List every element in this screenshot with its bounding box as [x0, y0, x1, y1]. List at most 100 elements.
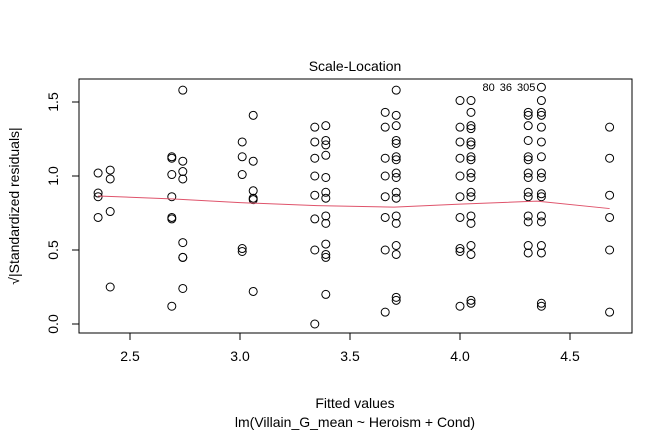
- data-point: [310, 319, 320, 329]
- x-tick-label: 4.5: [560, 348, 580, 364]
- data-point: [455, 301, 465, 311]
- data-point: [105, 207, 115, 217]
- data-point: [237, 244, 247, 254]
- data-point: [536, 110, 546, 120]
- data-point: [178, 238, 188, 248]
- data-point: [605, 122, 615, 132]
- data-point: [605, 190, 615, 200]
- data-point: [523, 152, 533, 162]
- data-point: [321, 211, 331, 221]
- data-point: [391, 292, 401, 302]
- data-point: [455, 212, 465, 222]
- data-point: [536, 122, 546, 132]
- data-point: [605, 153, 615, 163]
- data-point: [536, 96, 546, 106]
- data-point: [321, 150, 331, 160]
- data-point: [380, 212, 390, 222]
- data-point: [536, 248, 546, 258]
- data-point: [310, 122, 320, 132]
- data-point: [455, 246, 465, 256]
- data-point: [248, 186, 258, 196]
- data-point: [466, 172, 476, 182]
- data-point: [536, 172, 546, 182]
- y-tick-label: 0.0: [45, 314, 61, 334]
- data-point: [455, 96, 465, 106]
- data-point: [391, 249, 401, 259]
- y-axis-label: √|Standardized residuals|: [6, 127, 22, 284]
- data-point: [391, 85, 401, 95]
- y-tick-label: 1.0: [45, 166, 61, 186]
- data-point: [391, 138, 401, 148]
- data-point: [466, 121, 476, 131]
- data-point: [93, 188, 103, 198]
- data-point: [321, 172, 331, 182]
- data-point: [167, 153, 177, 163]
- data-point: [391, 218, 401, 228]
- data-point: [178, 167, 188, 177]
- x-tick-label: 3.0: [230, 348, 250, 364]
- data-point: [391, 110, 401, 120]
- x-axis-label: Fitted values: [315, 395, 394, 411]
- data-point: [310, 214, 320, 224]
- data-point: [93, 192, 103, 202]
- data-point: [391, 135, 401, 145]
- point-label: 80: [483, 82, 495, 94]
- data-point: [391, 193, 401, 203]
- data-point: [523, 187, 533, 197]
- data-point: [380, 153, 390, 163]
- data-point: [536, 168, 546, 178]
- data-point: [237, 170, 247, 180]
- data-point: [321, 193, 331, 203]
- data-point: [523, 241, 533, 251]
- data-point: [466, 218, 476, 228]
- data-point: [248, 110, 258, 120]
- data-point: [105, 165, 115, 175]
- data-point: [536, 217, 546, 227]
- data-point: [178, 252, 188, 262]
- x-tick-label: 2.5: [120, 348, 140, 364]
- data-point: [536, 189, 546, 199]
- data-point: [105, 282, 115, 292]
- data-point: [167, 192, 177, 202]
- model-formula-subtitle: lm(Villain_G_mean ~ Heroism + Cond): [235, 414, 475, 430]
- data-point: [105, 174, 115, 184]
- data-point: [321, 252, 331, 262]
- data-point: [380, 122, 390, 132]
- data-point: [321, 289, 331, 299]
- data-point: [605, 245, 615, 255]
- data-point: [466, 187, 476, 197]
- data-point: [237, 246, 247, 256]
- data-point: [321, 121, 331, 131]
- data-point: [455, 244, 465, 254]
- data-point: [178, 156, 188, 166]
- data-point: [310, 137, 320, 147]
- data-point: [523, 192, 533, 202]
- data-point: [167, 301, 177, 311]
- data-point: [391, 172, 401, 182]
- data-point: [380, 107, 390, 117]
- data-point: [167, 214, 177, 224]
- data-point: [466, 124, 476, 134]
- data-point: [167, 170, 177, 180]
- data-point: [391, 295, 401, 305]
- data-point: [466, 107, 476, 117]
- data-point: [536, 298, 546, 308]
- data-point: [455, 137, 465, 147]
- data-point: [466, 241, 476, 251]
- y-axis: 0.0 0.5 1.0 1.5: [45, 92, 80, 334]
- data-point: [536, 301, 546, 311]
- data-point: [391, 152, 401, 162]
- data-point: [310, 245, 320, 255]
- x-axis: 2.5 3.0 3.5 4.0 4.5: [120, 332, 580, 364]
- data-point: [523, 107, 533, 117]
- data-point: [178, 283, 188, 293]
- data-point: [523, 121, 533, 131]
- data-point: [536, 241, 546, 251]
- data-point: [536, 192, 546, 202]
- data-point: [523, 211, 533, 221]
- data-point: [380, 192, 390, 202]
- data-point: [310, 153, 320, 163]
- data-point: [391, 168, 401, 178]
- data-point: [523, 217, 533, 227]
